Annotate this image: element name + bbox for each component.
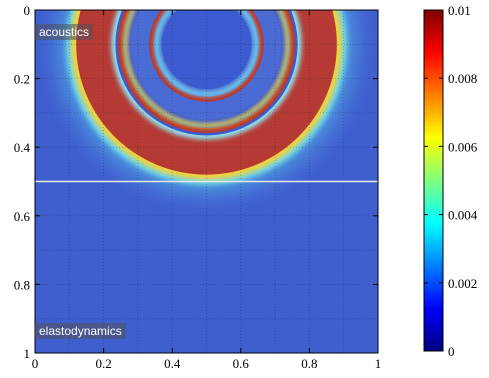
plot-frame bbox=[34, 9, 379, 354]
wave-field bbox=[36, 10, 377, 215]
core bbox=[161, 10, 252, 90]
y-tick-label: 0 bbox=[24, 3, 31, 18]
x-tick-label: 1 bbox=[375, 356, 382, 371]
y-tick-label: 0.4 bbox=[14, 140, 31, 155]
y-tick-label: 0.8 bbox=[14, 277, 30, 292]
inner-ring bbox=[149, 10, 264, 102]
y-tick-label: 0.6 bbox=[14, 209, 31, 224]
x-axis: 0 0.2 0.4 0.6 0.8 1 bbox=[32, 10, 382, 371]
region-label-elastodynamics: elastodynamics bbox=[35, 323, 126, 339]
colorbar-tick-label: 0.008 bbox=[448, 71, 477, 86]
y-tick-label: 0.2 bbox=[14, 72, 30, 87]
x-tick-label: 0.4 bbox=[164, 356, 181, 371]
x-tick-label: 0.8 bbox=[301, 356, 317, 371]
middle-ring-inner-rim bbox=[123, 10, 290, 128]
colorbar-tick-label: 0.002 bbox=[448, 276, 477, 291]
colorbar-ticks: 0 0.002 0.004 0.006 0.008 0.01 bbox=[424, 3, 478, 359]
inner-ring-rim bbox=[154, 10, 259, 97]
colorbar-tick-label: 0.006 bbox=[448, 139, 478, 154]
colorbar-tick-label: 0.004 bbox=[448, 208, 478, 223]
colorbar-gradient bbox=[423, 9, 444, 352]
colorbar-tick-label: 0 bbox=[448, 344, 455, 359]
x-tick-label: 0.2 bbox=[95, 356, 111, 371]
region-label-acoustics: acoustics bbox=[35, 24, 94, 40]
plot-area bbox=[34, 9, 379, 354]
x-tick-label: 0.6 bbox=[233, 356, 250, 371]
x-tick-label: 0 bbox=[32, 356, 39, 371]
colorbar-tick-label: 0.01 bbox=[448, 3, 471, 18]
y-axis: 0 0.2 0.4 0.6 0.8 1 bbox=[14, 3, 378, 361]
colorbar: 0 0.002 0.004 0.006 0.008 0.01 bbox=[423, 3, 478, 359]
y-tick-label: 1 bbox=[24, 346, 31, 361]
middle-ring bbox=[117, 10, 296, 133]
